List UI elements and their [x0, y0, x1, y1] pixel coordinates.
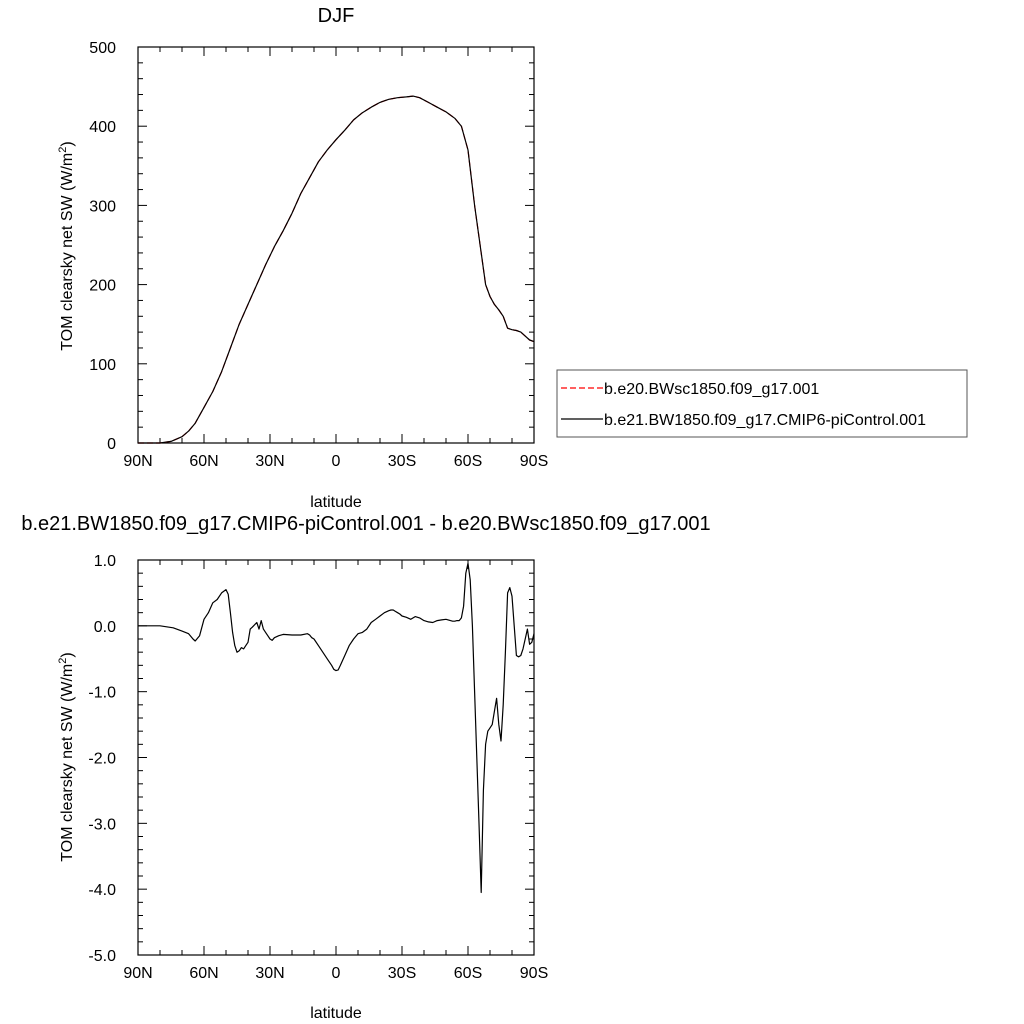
legend-box	[556, 369, 968, 438]
top-panel: DJF latitude TOM clearsky net SW (W/m2) …	[57, 5, 548, 511]
bottom-x-tick-label: 0	[332, 965, 341, 982]
bottom-y-tick-label: 1.0	[94, 553, 116, 570]
top-y-tick-label: 400	[89, 119, 116, 136]
bottom-y-tick-label: -4.0	[88, 882, 116, 899]
top-x-tick-label: 90S	[520, 453, 548, 470]
top-chart-title: DJF	[318, 5, 355, 27]
bottom-x-tick-label: 90N	[123, 965, 152, 982]
bottom-y-tick-label: -1.0	[88, 685, 116, 702]
top-x-tick-label: 30S	[388, 453, 416, 470]
top-plot-frame	[137, 46, 535, 444]
top-y-tick-label: 100	[89, 357, 116, 374]
top-x-tick-label: 60N	[189, 453, 218, 470]
top-x-tick-label: 60S	[454, 453, 482, 470]
bottom-chart-title: b.e21.BW1850.f09_g17.CMIP6-piControl.001…	[21, 513, 710, 535]
top-series-line-1	[138, 95, 535, 444]
bottom-x-tick-label: 30S	[388, 965, 416, 982]
legend-label-bw1850-picontrol: b.e21.BW1850.f09_g17.CMIP6-piControl.001	[604, 412, 926, 429]
bottom-y-axis-label: TOM clearsky net SW (W/m2)	[57, 652, 76, 861]
bottom-x-tick-label: 30N	[255, 965, 284, 982]
bottom-y-tick-label: -3.0	[88, 816, 116, 833]
bottom-panel: b.e21.BW1850.f09_g17.CMIP6-piControl.001…	[21, 513, 710, 1022]
bottom-y-tick-label: -2.0	[88, 751, 116, 768]
top-y-axis-label: TOM clearsky net SW (W/m2)	[57, 141, 76, 350]
top-plot-area	[138, 95, 535, 444]
bottom-plot-area	[138, 562, 535, 894]
top-x-tick-label: 0	[332, 453, 341, 470]
bottom-series-line-1	[138, 562, 535, 894]
bottom-y-tick-label: 0.0	[94, 619, 116, 636]
bottom-x-tick-label: 90S	[520, 965, 548, 982]
top-x-tick-label: 30N	[255, 453, 284, 470]
bottom-x-tick-label: 60S	[454, 965, 482, 982]
top-axes: 90N 60N 30N 0 30S 60S 90S 0 100 200 300 400 500	[89, 40, 548, 470]
top-y-tick-label: 500	[89, 40, 116, 57]
top-y-tick-label: 0	[107, 436, 116, 453]
top-y-tick-label: 300	[89, 198, 116, 215]
bottom-x-axis-label: latitude	[310, 1005, 362, 1022]
bottom-plot-frame	[137, 559, 535, 956]
legend-label-bwsc1850: b.e20.BWsc1850.f09_g17.001	[604, 381, 819, 398]
top-y-tick-label: 200	[89, 278, 116, 295]
bottom-axes: 90N 60N 30N 0 30S 60S 90S 1.0 0.0 -1.0 -2.0 -3.0 -4.…	[88, 553, 548, 982]
bottom-x-tick-label: 60N	[189, 965, 218, 982]
bottom-y-tick-label: -5.0	[88, 948, 116, 965]
legend: b.e20.BWsc1850.f09_g17.001 b.e21.BW1850.…	[556, 369, 968, 438]
top-x-axis-label: latitude	[310, 494, 362, 511]
top-series-line-2	[138, 95, 535, 444]
top-x-tick-label: 90N	[123, 453, 152, 470]
